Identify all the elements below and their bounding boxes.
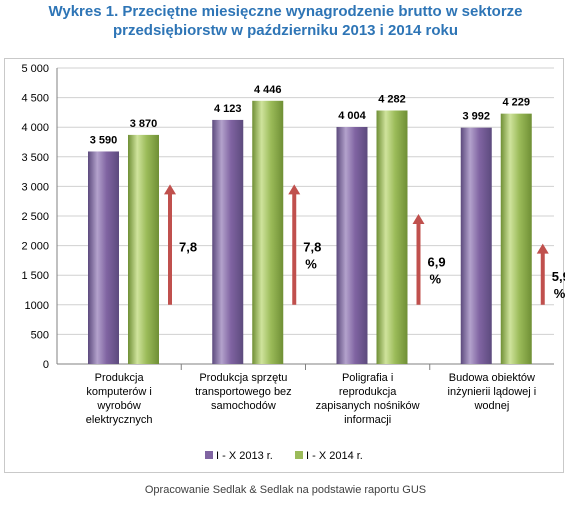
legend-swatch-2013 bbox=[205, 451, 213, 459]
y-tick-label: 500 bbox=[31, 329, 49, 341]
bar-2013 bbox=[212, 119, 244, 364]
data-label: 4 229 bbox=[502, 97, 530, 109]
legend-label-2014: I - X 2014 r. bbox=[306, 450, 363, 462]
growth-label: 7,8 bbox=[303, 240, 321, 255]
bar-2013 bbox=[336, 126, 368, 365]
growth-arrowhead bbox=[536, 243, 549, 254]
growth-unit: % bbox=[305, 257, 317, 272]
growth-unit: % bbox=[430, 271, 442, 286]
y-tick-label: 4 000 bbox=[21, 122, 49, 134]
source-note: Opracowanie Sedlak & Sedlak na podstawie… bbox=[144, 484, 427, 496]
y-tick-label: 4 500 bbox=[21, 93, 49, 105]
growth-label: 5,9 bbox=[552, 269, 565, 284]
category-label: Poligrafia i reprodukcja zapisanych nośnik… bbox=[316, 372, 420, 426]
legend-swatch-2014 bbox=[295, 451, 303, 459]
chart-title-line-1: Wykres 1. Przeciętne miesięczne wynagrod… bbox=[48, 3, 523, 20]
growth-unit: % bbox=[554, 286, 565, 301]
y-tick-label: 2 500 bbox=[21, 211, 49, 223]
growth-arrowhead bbox=[164, 184, 176, 195]
y-tick-label: 1000 bbox=[25, 300, 49, 312]
growth-label: 6,9 bbox=[428, 254, 446, 269]
category-label: Produkcja sprzętu transportowego bez samoc… bbox=[195, 372, 292, 412]
category-label: Budowa obiektów inżynierii lądowej i wodne… bbox=[448, 372, 537, 412]
y-tick-label: 3 500 bbox=[21, 152, 49, 164]
data-label: 3 870 bbox=[130, 118, 158, 130]
bar-2013 bbox=[460, 127, 492, 364]
growth-arrowhead bbox=[412, 214, 425, 224]
data-label: 3 992 bbox=[462, 111, 490, 123]
bar-2014 bbox=[376, 110, 408, 364]
y-tick-label: 1 500 bbox=[21, 270, 49, 282]
chart-frame: 0 500 1000 1 500 2 000 2 500 3 000 3 500 4 000 4 … bbox=[4, 58, 565, 473]
category-label: Produkcja komputerów i wyrobów elektrycznyc… bbox=[86, 372, 153, 426]
chart-title-line-2: przedsiębiorstw w październiku 2013 i 20… bbox=[112, 22, 459, 39]
data-label: 3 590 bbox=[90, 134, 118, 146]
y-tick-label: 0 bbox=[43, 359, 49, 371]
bar-2014 bbox=[500, 113, 532, 364]
growth-arrowhead bbox=[288, 184, 301, 195]
bar-2014 bbox=[128, 134, 159, 364]
data-label: 4 282 bbox=[378, 94, 406, 106]
growth-label: 7,8 bbox=[179, 240, 197, 255]
bar-2013 bbox=[88, 151, 119, 364]
data-label: 4 446 bbox=[254, 84, 282, 96]
y-tick-label: 3 000 bbox=[21, 181, 49, 193]
chart-title: Wykres 1. Przeciętne miesięczne wynagrod… bbox=[0, 2, 571, 40]
bar-2014 bbox=[252, 100, 284, 364]
y-tick-label: 2 000 bbox=[21, 241, 49, 253]
y-tick-label: 5 000 bbox=[21, 63, 49, 75]
bar-chart: 0 500 1000 1 500 2 000 2 500 3 000 3 500 4 000 4 … bbox=[21, 63, 565, 462]
data-label: 4 004 bbox=[338, 110, 366, 122]
data-label: 4 123 bbox=[214, 103, 242, 115]
legend-label-2013: I - X 2013 r. bbox=[216, 450, 273, 462]
